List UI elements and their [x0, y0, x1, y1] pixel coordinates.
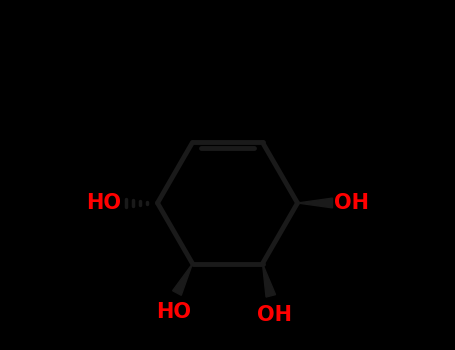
Text: HO: HO: [156, 302, 191, 322]
Text: HO: HO: [86, 193, 121, 213]
Polygon shape: [298, 198, 333, 208]
Text: OH: OH: [334, 193, 369, 213]
Text: OH: OH: [257, 304, 292, 324]
Polygon shape: [263, 264, 276, 297]
Polygon shape: [172, 264, 192, 295]
